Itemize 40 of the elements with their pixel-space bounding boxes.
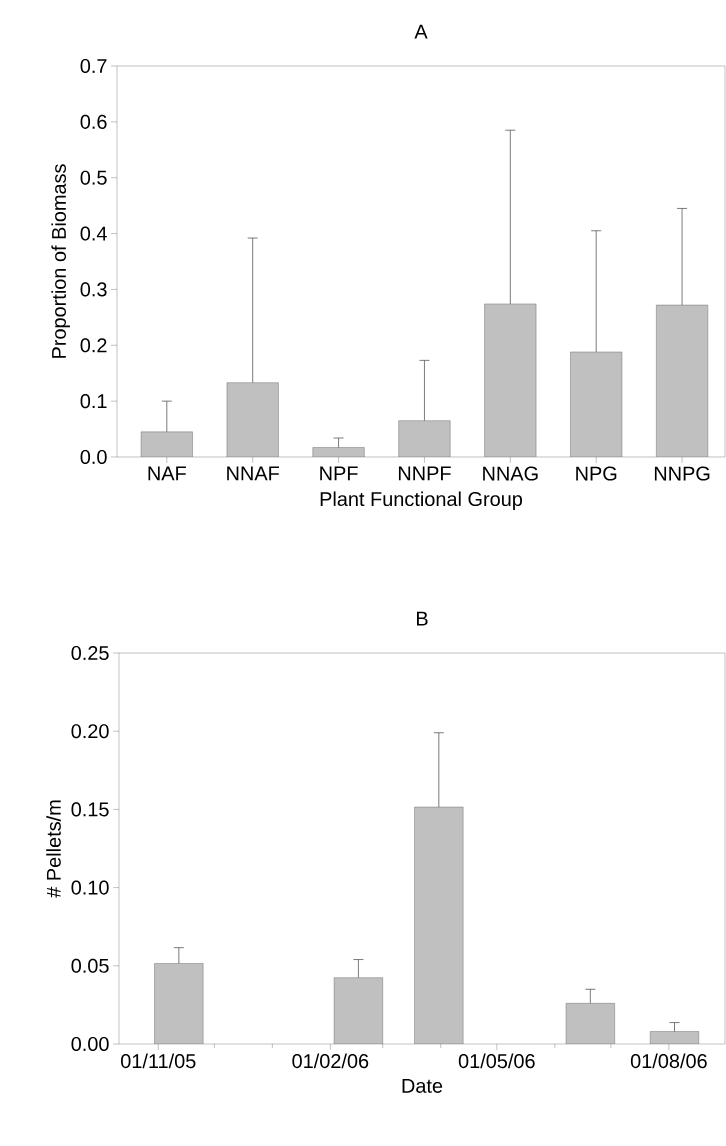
x-tick-label: NNAG <box>483 466 538 481</box>
y-tick-label: 0.2 <box>80 338 107 353</box>
x-tick-label: NNPG <box>654 466 710 481</box>
x-tick-label: 01/02/06 <box>292 1053 369 1069</box>
bar <box>414 806 464 1044</box>
x-axis-title: Date <box>402 1079 443 1093</box>
y-axis-title: # Pellets/m <box>46 800 61 898</box>
x-tick-label: NAF <box>148 466 186 481</box>
bar <box>570 351 622 457</box>
x-tick-label: NNPF <box>398 466 451 481</box>
y-tick-label: 0.00 <box>71 1036 109 1052</box>
bar <box>656 304 709 457</box>
y-tick-label: 0.7 <box>80 58 107 74</box>
y-tick-label: 0.05 <box>71 958 109 973</box>
bar <box>154 963 204 1044</box>
x-tick-label: NNAF <box>227 466 279 481</box>
y-tick-label: 0.6 <box>80 114 107 129</box>
bar <box>398 420 451 457</box>
x-tick-label: 01/11/05 <box>121 1053 196 1069</box>
x-axis-title: Plant Functional Group <box>320 491 523 511</box>
y-tick-label: 0.1 <box>80 394 107 409</box>
bar <box>333 977 383 1044</box>
y-tick-label: 0.5 <box>80 170 107 185</box>
chart-title: A <box>414 24 428 39</box>
bar <box>484 303 537 457</box>
y-tick-label: 0.10 <box>71 880 109 895</box>
bar <box>565 1003 615 1044</box>
bar <box>226 382 279 457</box>
x-tick-label: 01/08/06 <box>630 1053 707 1069</box>
chart-title: B <box>417 611 428 626</box>
y-tick-label: 0.3 <box>80 282 107 297</box>
y-tick-label: 0.15 <box>71 802 109 817</box>
x-tick-label: NPF <box>320 466 358 481</box>
y-tick-label: 0.25 <box>71 645 109 661</box>
y-tick-label: 0.20 <box>71 724 109 739</box>
y-tick-label: 0.0 <box>80 449 107 465</box>
x-tick-label: 01/05/06 <box>458 1053 535 1069</box>
y-tick-label: 0.4 <box>80 226 107 241</box>
y-axis-title: Proportion of Biomass <box>51 164 70 358</box>
x-tick-label: NPG <box>576 466 617 481</box>
